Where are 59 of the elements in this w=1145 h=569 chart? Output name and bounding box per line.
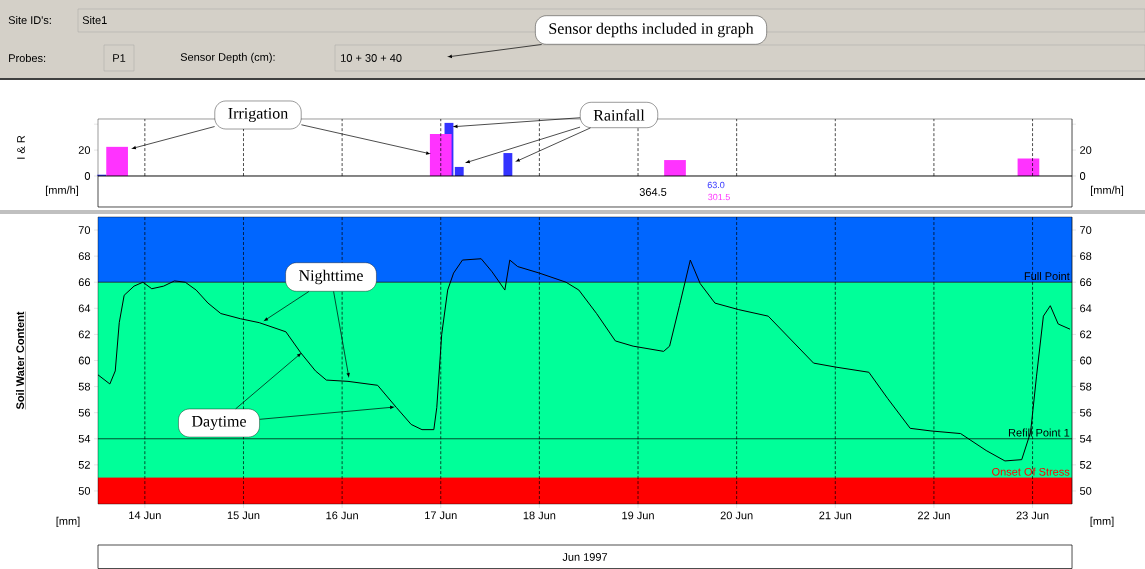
text: Site1 bbox=[82, 15, 107, 25]
annotation: Daytime bbox=[191, 415, 246, 431]
text: Probes: bbox=[9, 53, 46, 63]
y2-tick-label: 54 bbox=[1079, 434, 1092, 443]
y-tick-label: 52 bbox=[78, 460, 90, 469]
y2-tick-label: 64 bbox=[1080, 304, 1092, 313]
x-tick-label: 15 Jun bbox=[227, 511, 260, 520]
text: 10 + 30 + 40 bbox=[341, 54, 402, 62]
y2-tick-label: 56 bbox=[1079, 408, 1092, 417]
y2-tick-label: 68 bbox=[1080, 252, 1092, 261]
y-tick-label: 50 bbox=[78, 487, 91, 495]
text: [mm] bbox=[56, 516, 80, 528]
x-tick-label: 21 Jun bbox=[819, 511, 852, 520]
text: P1 bbox=[113, 54, 126, 62]
y2-tick-label: 20 bbox=[1080, 146, 1092, 154]
x-axis-title: Jun 1997 bbox=[562, 553, 608, 561]
text: Sensor depths included in graph bbox=[549, 22, 754, 38]
x-tick-label: 18 Jun bbox=[523, 511, 556, 520]
y2-tick-label: 50 bbox=[1079, 487, 1092, 495]
text: [mm] bbox=[1090, 516, 1114, 528]
y-tick-label: 54 bbox=[78, 434, 91, 443]
y2-tick-label: 60 bbox=[1080, 356, 1092, 365]
y-tick-label: 62 bbox=[78, 330, 90, 339]
y-tick-label: 20 bbox=[78, 146, 91, 154]
y-tick-label: 0 bbox=[84, 172, 91, 180]
x-tick-label: 19 Jun bbox=[622, 511, 654, 520]
y2-tick-label: 66 bbox=[1080, 278, 1092, 287]
y-tick-label: 56 bbox=[78, 408, 90, 417]
y2-tick-label: 52 bbox=[1079, 460, 1092, 469]
annotation: Nighttime bbox=[299, 269, 363, 285]
y2-tick-label: 70 bbox=[1080, 226, 1092, 234]
text: Site ID's: bbox=[8, 15, 51, 25]
x-tick-label: 14 Jun bbox=[129, 511, 161, 520]
x-tick-label: 22 Jun bbox=[917, 511, 950, 520]
y-tick-label: 64 bbox=[78, 304, 91, 313]
y-tick-label: 68 bbox=[78, 252, 90, 261]
y-axis-title: Soil Water Content bbox=[15, 311, 25, 410]
text: [mm/h] bbox=[45, 185, 79, 197]
y-axis-title: I & R bbox=[17, 135, 25, 159]
y2-tick-label: 62 bbox=[1080, 330, 1092, 339]
y-tick-label: 66 bbox=[78, 278, 90, 287]
ref-line-label: Full Point bbox=[1024, 271, 1070, 281]
y-tick-label: 70 bbox=[78, 226, 91, 234]
y2-tick-label: 58 bbox=[1079, 382, 1092, 391]
y-tick-label: 58 bbox=[78, 382, 90, 391]
y2-tick-label: 0 bbox=[1079, 172, 1086, 180]
text: 301.5 bbox=[708, 193, 730, 201]
x-tick-label: 23 Jun bbox=[1016, 511, 1049, 520]
y-tick-label: 60 bbox=[78, 356, 91, 365]
x-tick-label: 20 Jun bbox=[720, 511, 753, 520]
annotation: Rainfall bbox=[593, 109, 645, 121]
text: Sensor Depth (cm): bbox=[180, 52, 275, 64]
x-tick-label: 17 Jun bbox=[425, 511, 457, 520]
x-tick-label: 16 Jun bbox=[326, 511, 358, 520]
text: [mm/h] bbox=[1090, 185, 1124, 197]
text: 63.0 bbox=[707, 181, 725, 189]
text: 364.5 bbox=[639, 188, 667, 196]
annotation: Irrigation bbox=[228, 107, 288, 123]
ref-line-label: Onset Of Stress bbox=[992, 467, 1070, 476]
